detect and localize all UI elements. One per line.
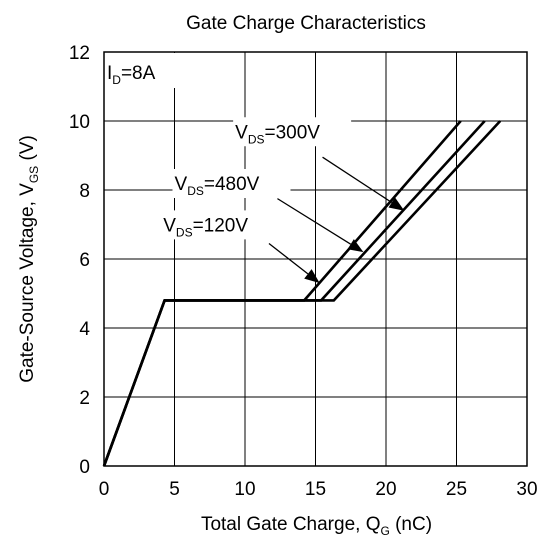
annotation-arrow-2 — [277, 198, 352, 245]
annotation-arrowhead-0 — [304, 269, 320, 284]
y-tick-label: 2 — [79, 388, 90, 409]
y-tick-label: 0 — [79, 457, 90, 478]
condition-label: ID=8A — [107, 63, 156, 87]
x-tick-label: 30 — [516, 479, 537, 500]
annotations: ID=8A VDS=120V VDS=300V VDS=480V — [107, 63, 405, 284]
grid — [103, 51, 528, 467]
y-axis-label: Gate-Source Voltage, VGS (V) — [17, 135, 41, 383]
series-label-2: VDS=480V — [175, 174, 260, 198]
series-line-2 — [102, 120, 502, 467]
curves — [102, 120, 502, 467]
y-tick-label: 12 — [69, 43, 90, 64]
y-tick-label: 8 — [79, 181, 90, 202]
annotation-arrow-1 — [322, 156, 393, 204]
y-tick-label: 10 — [69, 112, 90, 133]
series-line-0 — [102, 120, 462, 467]
x-tick-label: 15 — [305, 479, 326, 500]
series-label-1: VDS=300V — [235, 122, 320, 146]
axis-labels: Total Gate Charge, QG (nC) Gate-Source Vo… — [17, 135, 432, 538]
y-tick-label: 6 — [79, 250, 90, 271]
annotation-arrowhead-1 — [388, 197, 405, 211]
tick-labels: 0 5 10 15 20 25 30 0 2 4 6 8 10 12 — [69, 43, 538, 500]
x-tick-label: 25 — [446, 479, 467, 500]
plot-frame — [103, 51, 528, 467]
x-axis-label: Total Gate Charge, QG (nC) — [201, 514, 432, 538]
series-label-0: VDS=120V — [163, 215, 248, 239]
y-tick-label: 4 — [79, 319, 90, 340]
x-tick-label: 5 — [169, 479, 180, 500]
annotation-arrow-0 — [268, 242, 309, 275]
chart-title: Gate Charge Characteristics — [186, 13, 426, 34]
annotation-arrowhead-2 — [347, 239, 364, 253]
series-line-1 — [102, 120, 486, 467]
x-tick-label: 10 — [234, 479, 255, 500]
x-tick-label: 0 — [99, 479, 110, 500]
x-tick-label: 20 — [375, 479, 396, 500]
